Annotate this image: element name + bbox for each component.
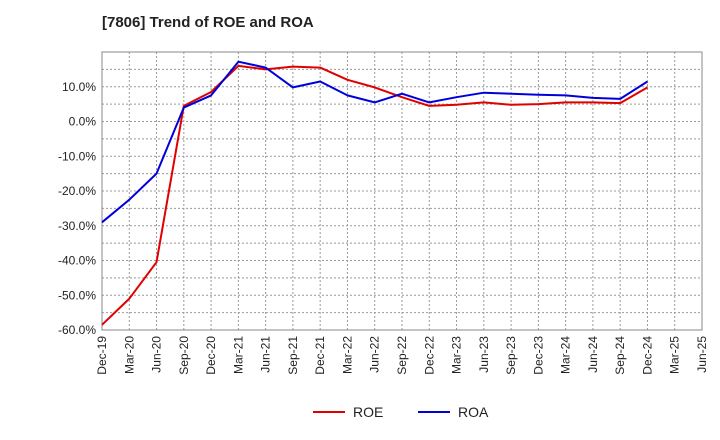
x-tick-label: Mar-25 [668,336,682,374]
x-tick-label: Dec-23 [531,336,545,375]
roa-legend-label: ROA [458,404,489,420]
x-axis-ticks: Dec-19 Mar-20 Jun-20 Sep-20 Dec-20 Mar-21 Jun-… [95,336,709,375]
y-tick-label: -10.0% [58,149,96,163]
x-tick-label: Sep-23 [504,336,518,375]
x-tick-label: Jun-21 [259,336,273,373]
x-tick-label: Jun-22 [368,336,382,373]
x-tick-label: Jun-23 [477,336,491,373]
roe-legend-swatch [313,411,345,413]
x-tick-label: Sep-20 [177,336,191,375]
x-tick-label: Mar-22 [340,336,354,374]
x-tick-label: Dec-24 [640,336,654,375]
legend-item-roe: ROE [313,404,383,420]
x-tick-label: Jun-20 [150,336,164,373]
x-tick-label: Dec-22 [422,336,436,375]
x-tick-label: Mar-21 [231,336,245,374]
x-tick-label: Dec-21 [313,336,327,375]
x-tick-label: Jun-25 [695,336,709,373]
grid-lines [102,52,702,330]
x-tick-label: Dec-20 [204,336,218,375]
roe-legend-label: ROE [353,404,384,420]
y-tick-label: -30.0% [58,219,96,233]
y-tick-label: -20.0% [58,184,96,198]
x-tick-label: Jun-24 [586,336,600,373]
y-axis-ticks: -60.0% -50.0% -40.0% -30.0% -20.0% -10.0% 0.0%… [58,80,96,337]
plot-area [101,51,703,331]
legend-item-roa: ROA [418,404,488,420]
y-tick-label: -60.0% [58,323,96,337]
x-tick-label: Mar-23 [450,336,464,374]
roa-legend-swatch [418,411,450,413]
y-tick-label: -40.0% [58,254,96,268]
x-tick-label: Mar-24 [559,336,573,374]
y-tick-label: 0.0% [69,115,97,129]
x-tick-label: Sep-21 [286,336,300,375]
x-tick-label: Dec-19 [95,336,109,375]
chart-title: [7806] Trend of ROE and ROA [102,14,314,31]
y-tick-label: -50.0% [58,288,96,302]
y-tick-label: 10.0% [62,80,96,94]
series-lines [101,60,649,326]
x-tick-label: Sep-24 [613,336,627,375]
x-tick-label: Sep-22 [395,336,409,375]
x-tick-label: Mar-20 [122,336,136,374]
